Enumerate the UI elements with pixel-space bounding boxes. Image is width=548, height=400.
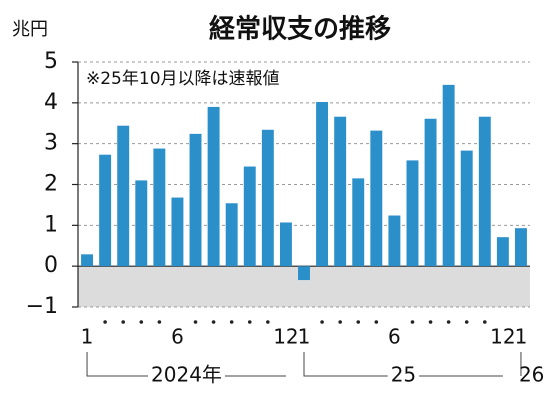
x-tick-dot [410, 320, 415, 324]
x-tick-dot [103, 320, 107, 324]
x-tick-dot [229, 320, 234, 324]
y-tick-label: 4 [44, 90, 58, 115]
y-tick-label: 1 [44, 212, 58, 237]
x-tick-dot [139, 320, 144, 324]
x-tick-dot [464, 320, 469, 324]
x-group-label: 2024年 [151, 363, 222, 387]
bar [370, 130, 383, 267]
x-tick-label: 1 [81, 325, 94, 349]
x-tick-dot [483, 320, 487, 324]
x-tick-dot [374, 320, 379, 324]
x-tick-label: 6 [388, 325, 401, 349]
bar [171, 197, 184, 267]
y-tick-label: 3 [44, 131, 58, 156]
y-tick-label: 2 [44, 172, 58, 197]
chart-title: 経常収支の推移 [209, 14, 391, 45]
bar [352, 178, 365, 267]
bar [279, 222, 292, 267]
bar [316, 102, 329, 267]
x-group-label: 25 [391, 363, 416, 387]
x-group-label: 26 [519, 363, 544, 387]
x-tick-label: 6 [171, 325, 184, 349]
bar [334, 116, 347, 267]
y-axis-label: 兆円 [12, 19, 48, 40]
x-tick-dot [266, 320, 270, 324]
bar [207, 106, 220, 267]
bar [460, 150, 473, 267]
x-tick-dot [428, 320, 433, 324]
x-tick-dot [211, 320, 216, 324]
bar [99, 154, 112, 267]
y-tick-label: −1 [26, 294, 58, 319]
x-tick-label: 12 [490, 325, 515, 349]
bar [189, 133, 202, 267]
bar [496, 237, 509, 267]
bar [261, 129, 274, 267]
x-tick-dot [193, 320, 198, 324]
bar [442, 84, 455, 267]
bar [406, 160, 419, 267]
group-bracket [303, 352, 503, 377]
bar [243, 166, 256, 267]
label-bg [387, 362, 420, 387]
bar [424, 118, 437, 267]
label-bg [148, 362, 225, 387]
y-tick-label: 5 [44, 49, 58, 74]
x-tick-label: 1 [298, 325, 311, 349]
x-tick-dot [247, 320, 252, 324]
bar [81, 254, 94, 267]
x-tick-dot [446, 320, 451, 324]
x-tick-dot [338, 320, 342, 324]
bar [153, 148, 166, 267]
x-tick-dot [157, 320, 162, 324]
x-tick-dot [356, 320, 361, 324]
annotation: ※25年10月以降は速報値 [86, 69, 280, 89]
bar [117, 125, 130, 267]
bar [388, 215, 401, 267]
bar [298, 266, 310, 281]
y-tick-label: 0 [44, 253, 58, 278]
x-tick-dot [320, 320, 324, 324]
bar [478, 116, 491, 267]
x-tick-label: 12 [273, 325, 298, 349]
bar [514, 228, 527, 267]
x-tick-label: 1 [515, 325, 528, 349]
bar [225, 203, 238, 267]
bar [135, 180, 148, 267]
x-tick-dot [121, 320, 125, 324]
